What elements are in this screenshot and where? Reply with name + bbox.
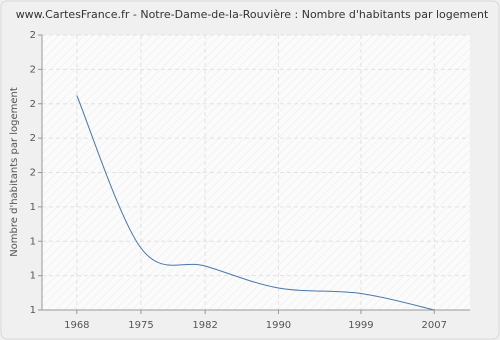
y-tick-label: 2 xyxy=(30,64,36,75)
x-tick-label: 1990 xyxy=(266,320,291,331)
x-tick-label: 1968 xyxy=(64,320,89,331)
y-tick-label: 1 xyxy=(30,271,36,282)
y-tick-label: 1 xyxy=(30,236,36,247)
y-tick-label: 1 xyxy=(30,305,36,316)
chart-title: www.CartesFrance.fr - Notre-Dame-de-la-R… xyxy=(16,8,489,21)
y-tick-label: 2 xyxy=(30,168,36,179)
y-tick-label: 2 xyxy=(30,133,36,144)
data-line xyxy=(76,95,435,311)
y-tick-label: 1 xyxy=(30,202,36,213)
y-axis-label: Nombre d'habitants par logement xyxy=(9,87,20,257)
x-tick-label: 1999 xyxy=(348,320,373,331)
x-tick-label: 1982 xyxy=(192,320,217,331)
y-tick-label: 2 xyxy=(30,99,36,110)
x-tick-label: 1975 xyxy=(128,320,153,331)
x-tick-label: 2007 xyxy=(422,320,447,331)
y-tick-label: 2 xyxy=(30,30,36,41)
